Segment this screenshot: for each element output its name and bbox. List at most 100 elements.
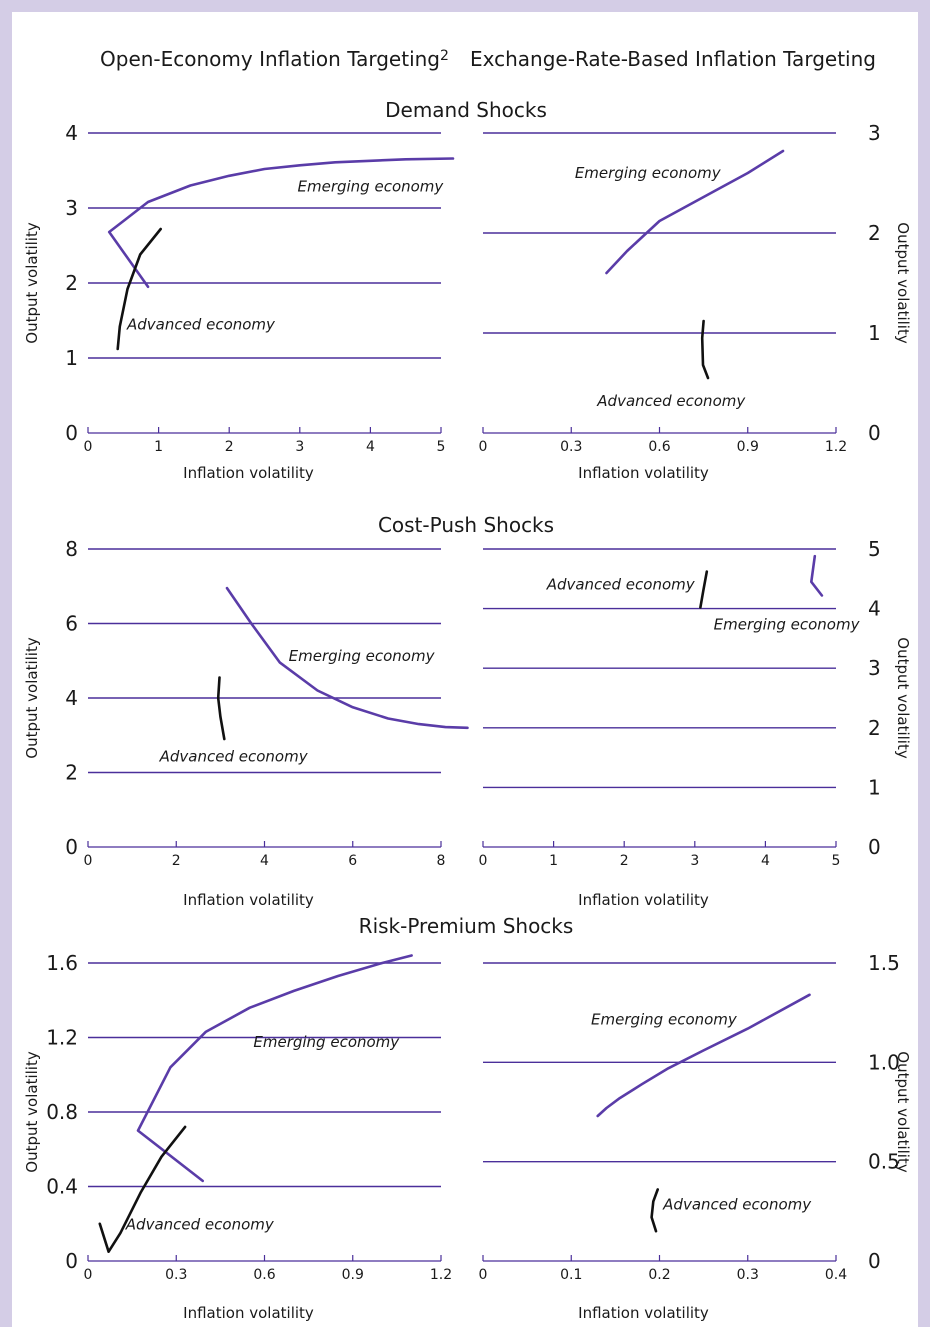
- x-tick-label: 0.2: [648, 1267, 670, 1283]
- y-tick-label: 0.4: [46, 1175, 78, 1199]
- y-tick-label: 0: [868, 1249, 881, 1273]
- y-axis-label: Output volatility: [894, 637, 912, 759]
- chart-panel-5: 0 0.4 0.8 1.2 1.6 0 0.3 0.6 0.9 1.2 Inflation vola…: [23, 951, 452, 1322]
- cost-push-shocks-title: Cost-Push Shocks: [378, 513, 554, 537]
- x-tick-label: 0.1: [560, 1267, 582, 1283]
- x-axis-label: Inflation volatility: [183, 1304, 314, 1322]
- y-axis-label: Output volatility: [23, 637, 41, 759]
- y-tick-label: 6: [65, 612, 78, 636]
- emerging-economy-line: [136, 954, 413, 1183]
- emerging-economy-line: [596, 993, 811, 1118]
- x-tick-label: 1: [549, 853, 558, 869]
- y-tick-label: 0: [868, 835, 881, 859]
- x-tick-label: 0.4: [825, 1267, 847, 1283]
- x-tick-label: 8: [437, 853, 446, 869]
- advanced-economy-annotation: Advanced economy: [125, 1215, 275, 1233]
- x-tick-label: 1.2: [430, 1267, 452, 1283]
- y-axis-label: Output volatility: [23, 222, 41, 344]
- emerging-economy-line: [225, 586, 469, 730]
- x-tick-label: 4: [761, 853, 770, 869]
- advanced-economy-annotation: Advanced economy: [126, 316, 276, 334]
- y-tick-label: 0: [868, 421, 881, 445]
- x-tick-label: 1.2: [825, 439, 847, 455]
- y-tick-label: 1.5: [868, 951, 900, 975]
- y-tick-label: 0.5: [868, 1150, 900, 1174]
- y-tick-label: 3: [868, 656, 881, 680]
- y-tick-label: 1.6: [46, 951, 78, 975]
- y-tick-label: 2: [65, 271, 78, 295]
- x-tick-label: 0.6: [253, 1267, 275, 1283]
- emerging-economy-annotation: Emerging economy: [575, 164, 722, 182]
- y-tick-label: 4: [65, 121, 78, 145]
- y-axis-label: Output volatility: [894, 222, 912, 344]
- x-tick-label: 0.3: [737, 1267, 759, 1283]
- emerging-economy-line: [809, 554, 824, 597]
- x-tick-label: 2: [620, 853, 629, 869]
- y-axis-label: Output volatility: [23, 1051, 41, 1173]
- demand-shocks-title: Demand Shocks: [385, 98, 547, 122]
- advanced-economy-annotation: Advanced economy: [662, 1195, 812, 1213]
- emerging-economy-annotation: Emerging economy: [591, 1011, 738, 1029]
- emerging-economy-line: [107, 157, 455, 289]
- y-tick-label: 2: [868, 716, 881, 740]
- x-tick-label: 0.9: [737, 439, 759, 455]
- y-tick-label: 2: [65, 761, 78, 785]
- x-tick-label: 3: [295, 439, 304, 455]
- emerging-economy-annotation: Emerging economy: [714, 615, 861, 633]
- y-tick-label: 3: [65, 196, 78, 220]
- advanced-economy-line: [699, 570, 709, 609]
- advanced-economy-annotation: Advanced economy: [596, 392, 746, 410]
- x-tick-label: 0.9: [342, 1267, 364, 1283]
- advanced-economy-annotation: Advanced economy: [546, 576, 696, 594]
- x-tick-label: 0: [479, 439, 488, 455]
- advanced-economy-line: [700, 319, 710, 380]
- advanced-economy-line: [116, 227, 162, 351]
- x-tick-label: 0: [479, 853, 488, 869]
- x-tick-label: 5: [832, 853, 841, 869]
- x-tick-label: 6: [348, 853, 357, 869]
- chart-panel-2: 0 1 2 3 0 0.3 0.6 0.9 1.2 Inflation volatility Out…: [479, 121, 912, 482]
- y-tick-label: 1.0: [868, 1050, 900, 1074]
- x-axis-label: Inflation volatility: [183, 464, 314, 482]
- x-tick-label: 4: [366, 439, 375, 455]
- y-tick-label: 1: [868, 775, 881, 799]
- advanced-economy-line: [98, 1125, 187, 1253]
- x-tick-label: 1: [154, 439, 163, 455]
- advanced-economy-annotation: Advanced economy: [159, 747, 309, 765]
- y-axis-label: Output volatility: [894, 1051, 912, 1173]
- y-tick-label: 1: [65, 346, 78, 370]
- advanced-economy-line: [216, 676, 226, 741]
- emerging-economy-line: [605, 149, 785, 275]
- y-tick-label: 1: [868, 321, 881, 345]
- y-tick-label: 0: [65, 835, 78, 859]
- x-tick-label: 2: [172, 853, 181, 869]
- x-tick-label: 0: [479, 1267, 488, 1283]
- x-axis-label: Inflation volatility: [183, 891, 314, 909]
- y-tick-label: 4: [868, 597, 881, 621]
- y-tick-label: 0: [65, 1249, 78, 1273]
- x-tick-label: 2: [225, 439, 234, 455]
- emerging-economy-annotation: Emerging economy: [298, 178, 445, 196]
- right-column-title: Exchange-Rate-Based Inflation Targeting: [470, 47, 876, 71]
- y-tick-label: 2: [868, 221, 881, 245]
- x-tick-label: 0: [84, 1267, 93, 1283]
- y-tick-label: 0: [65, 421, 78, 445]
- x-axis-label: Inflation volatility: [578, 464, 709, 482]
- x-tick-label: 0: [84, 439, 93, 455]
- y-tick-label: 4: [65, 686, 78, 710]
- y-tick-label: 3: [868, 121, 881, 145]
- x-axis-label: Inflation volatility: [578, 1304, 709, 1322]
- x-tick-label: 3: [690, 853, 699, 869]
- advanced-economy-line: [650, 1188, 660, 1233]
- figure-panel: Open-Economy Inflation Targeting2 Exchan…: [12, 12, 918, 1327]
- chart-panel-1: 0 1 2 3 4 0 1 2 3 4 5 Inflation volatility Output vo…: [23, 121, 455, 482]
- x-tick-label: 0.3: [165, 1267, 187, 1283]
- chart-figure: Open-Economy Inflation Targeting2 Exchan…: [23, 47, 912, 1322]
- x-tick-label: 4: [260, 853, 269, 869]
- risk-premium-shocks-title: Risk-Premium Shocks: [359, 914, 574, 938]
- emerging-economy-annotation: Emerging economy: [289, 647, 436, 665]
- x-tick-label: 0.3: [560, 439, 582, 455]
- y-tick-label: 1.2: [46, 1026, 78, 1050]
- y-tick-label: 0.8: [46, 1100, 78, 1124]
- y-tick-label: 5: [868, 537, 881, 561]
